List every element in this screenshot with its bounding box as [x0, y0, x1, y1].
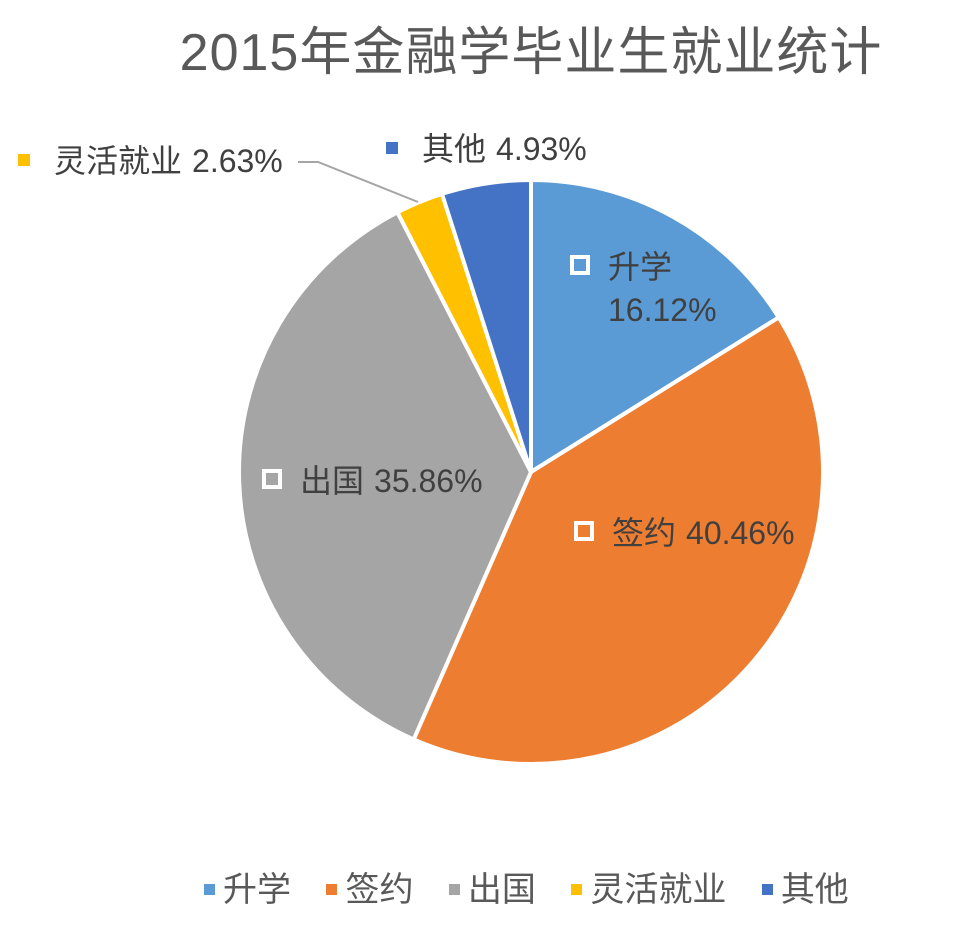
legend-label: 出国 [467, 871, 536, 909]
pie-slices [237, 178, 825, 766]
legend: 升学 签约 出国 灵活就业 其他 [204, 862, 875, 911]
legend-swatch-icon [326, 884, 338, 895]
legend-swatch-icon [204, 884, 215, 895]
label-marker-icon [262, 469, 282, 489]
data-label-签约: 签约 40.46% [574, 508, 795, 554]
legend-swatch-icon [448, 884, 460, 895]
legend-item-灵活就业: 灵活就业 [571, 862, 726, 911]
legend-label: 灵活就业 [590, 871, 727, 909]
label-value: 40.46% [686, 515, 795, 551]
pie-slice-签约 [411, 315, 825, 766]
legend-swatch-icon [571, 884, 583, 895]
legend-label: 签约 [345, 871, 414, 909]
legend-swatch-icon [761, 884, 773, 895]
legend-item-签约: 签约 [326, 862, 413, 911]
legend-item-出国: 出国 [448, 862, 536, 911]
label-category: 其他 [422, 131, 487, 167]
data-label-出国: 出国 35.86% [262, 456, 483, 502]
leader-line-灵活就业 [298, 161, 419, 203]
data-label-其他: 其他 4.93% [386, 124, 587, 170]
data-label-升学-value: 16.12% [608, 292, 717, 328]
label-marker-icon [570, 255, 590, 275]
label-category: 出国 [300, 463, 365, 499]
label-value: 4.93% [496, 131, 587, 167]
label-marker-icon [18, 154, 30, 166]
legend-item-其他: 其他 [761, 862, 849, 911]
data-label-升学: 升学 [570, 242, 682, 288]
pie-slice-升学 [529, 178, 781, 474]
pie-slice-其他 [439, 178, 533, 474]
label-marker-icon [386, 142, 398, 154]
data-label-灵活就业: 灵活就业 2.63% [18, 136, 283, 182]
label-value: 2.63% [192, 143, 283, 179]
label-value: 35.86% [374, 463, 483, 499]
label-marker-icon [574, 521, 594, 541]
chart-title: 2015年金融学毕业生就业统计 [179, 24, 883, 82]
legend-item-升学: 升学 [204, 862, 291, 911]
label-category: 签约 [612, 515, 677, 551]
pie-slice-出国 [237, 210, 533, 742]
legend-label: 其他 [780, 871, 849, 909]
legend-label: 升学 [223, 871, 291, 909]
label-category: 灵活就业 [54, 143, 183, 179]
label-category: 升学 [608, 249, 673, 285]
